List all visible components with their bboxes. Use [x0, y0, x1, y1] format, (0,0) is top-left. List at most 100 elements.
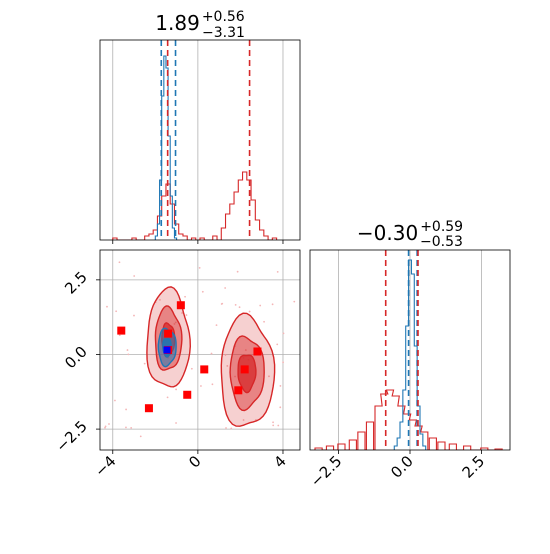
tick-label-scatter-x: 0 — [185, 452, 204, 471]
sample-dot — [268, 375, 270, 378]
sample-dot — [215, 324, 218, 327]
marker-point-red — [234, 386, 243, 395]
histogram-series-0 — [154, 55, 178, 240]
sample-dot — [272, 421, 274, 424]
sample-dot — [225, 427, 227, 429]
sample-dot — [282, 361, 284, 364]
sample-dot — [277, 424, 280, 427]
sample-dot — [230, 427, 233, 430]
sample-dot — [210, 352, 213, 355]
sample-dot — [198, 266, 201, 269]
marginal-panel-top: 1.89 +0.56 −3.31 — [99, 9, 301, 244]
sample-dot — [279, 385, 282, 387]
sample-dot — [143, 362, 146, 365]
sample-dot — [272, 424, 275, 427]
sample-dot — [279, 406, 282, 409]
ticks-top — [112, 240, 284, 244]
grid-top — [112, 40, 284, 240]
marker-point-red — [183, 390, 192, 399]
sample-dot — [200, 385, 202, 387]
marker-point-red — [253, 347, 262, 356]
marker-point-red — [200, 365, 209, 374]
title-top: 1.89 +0.56 — [155, 9, 245, 35]
sample-dot — [118, 334, 121, 337]
marker-point-red — [117, 326, 126, 335]
scatter-panel: −4 0 4 −2.5 0.0 2.5 — [52, 249, 301, 480]
sample-dot — [234, 303, 237, 306]
frame-scatter — [99, 249, 301, 451]
sample-dot — [259, 304, 262, 307]
sample-dot — [181, 312, 183, 314]
histograms-top — [112, 55, 278, 240]
ticks-right: −2.5 0.0 2.5 — [307, 450, 488, 491]
sample-dot — [106, 305, 108, 308]
sample-dot — [130, 427, 133, 429]
sample-dot — [224, 287, 227, 289]
tick-label-scatter-x: 4 — [270, 452, 289, 471]
sample-dot — [125, 426, 127, 429]
histogram-series-0 — [314, 389, 503, 450]
sample-dot — [173, 323, 176, 325]
sample-dot — [108, 423, 110, 425]
tick-label-right: 0.0 — [387, 452, 417, 482]
title-right: −0.30 +0.59 — [357, 219, 463, 245]
marker-point-red — [144, 404, 153, 413]
tick-label-scatter-y: 2.5 — [61, 268, 91, 298]
sample-dot — [166, 396, 169, 399]
marker-point-red — [164, 329, 173, 338]
sample-dot — [221, 302, 224, 305]
title-top-sub: −3.31 — [202, 25, 245, 41]
sample-dot — [139, 435, 142, 438]
sample-dot — [114, 399, 116, 402]
histogram-series-0 — [112, 171, 278, 240]
contour-level-1-2 — [237, 354, 257, 394]
tick-label-right: 2.5 — [459, 452, 489, 482]
sample-dot — [282, 332, 285, 335]
sample-dot — [159, 298, 161, 301]
marginal-panel-right: −2.5 0.0 2.5 −0.30 +0.59 −0.53 — [307, 219, 511, 491]
sample-dot — [115, 310, 118, 313]
sample-dot — [276, 343, 279, 346]
sample-dot — [211, 383, 214, 386]
marker-points — [117, 301, 262, 413]
sample-dot — [125, 408, 128, 411]
sample-dot — [236, 270, 239, 273]
histogram-series-0 — [393, 259, 427, 450]
histograms-right — [314, 259, 503, 450]
sample-dot — [276, 270, 279, 273]
sample-dot — [263, 320, 265, 323]
sample-dot — [174, 321, 177, 324]
quantile-lines-top — [160, 40, 251, 240]
quantile-lines-right — [384, 250, 419, 450]
sample-dot — [118, 261, 121, 264]
sample-dot — [175, 422, 177, 424]
sample-dot — [201, 290, 204, 293]
sample-dot — [244, 349, 247, 351]
sample-dot — [104, 426, 106, 429]
sample-dot — [293, 300, 296, 303]
tick-label-scatter-y: 0.0 — [61, 343, 91, 373]
sample-dot — [242, 419, 245, 421]
marker-point-red — [240, 365, 249, 374]
tick-label-right: −2.5 — [307, 452, 345, 490]
sample-dot — [133, 314, 135, 317]
sample-dot — [104, 425, 107, 428]
sample-dot — [271, 303, 274, 306]
marker-point-red — [176, 301, 185, 310]
sample-dot — [224, 354, 227, 356]
sample-dot — [190, 367, 193, 370]
sample-dot — [185, 314, 188, 316]
sample-dot — [238, 306, 241, 309]
sample-dot — [133, 275, 136, 277]
sample-dot — [175, 388, 178, 391]
sample-dot — [126, 349, 129, 351]
marker-point-blue — [163, 346, 171, 354]
sample-dot — [248, 310, 251, 313]
grid-scatter — [100, 250, 300, 450]
frame-top — [99, 39, 301, 241]
tick-label-scatter-x: −4 — [91, 452, 119, 480]
tick-label-scatter-y: −2.5 — [52, 417, 90, 455]
contours — [146, 286, 276, 427]
